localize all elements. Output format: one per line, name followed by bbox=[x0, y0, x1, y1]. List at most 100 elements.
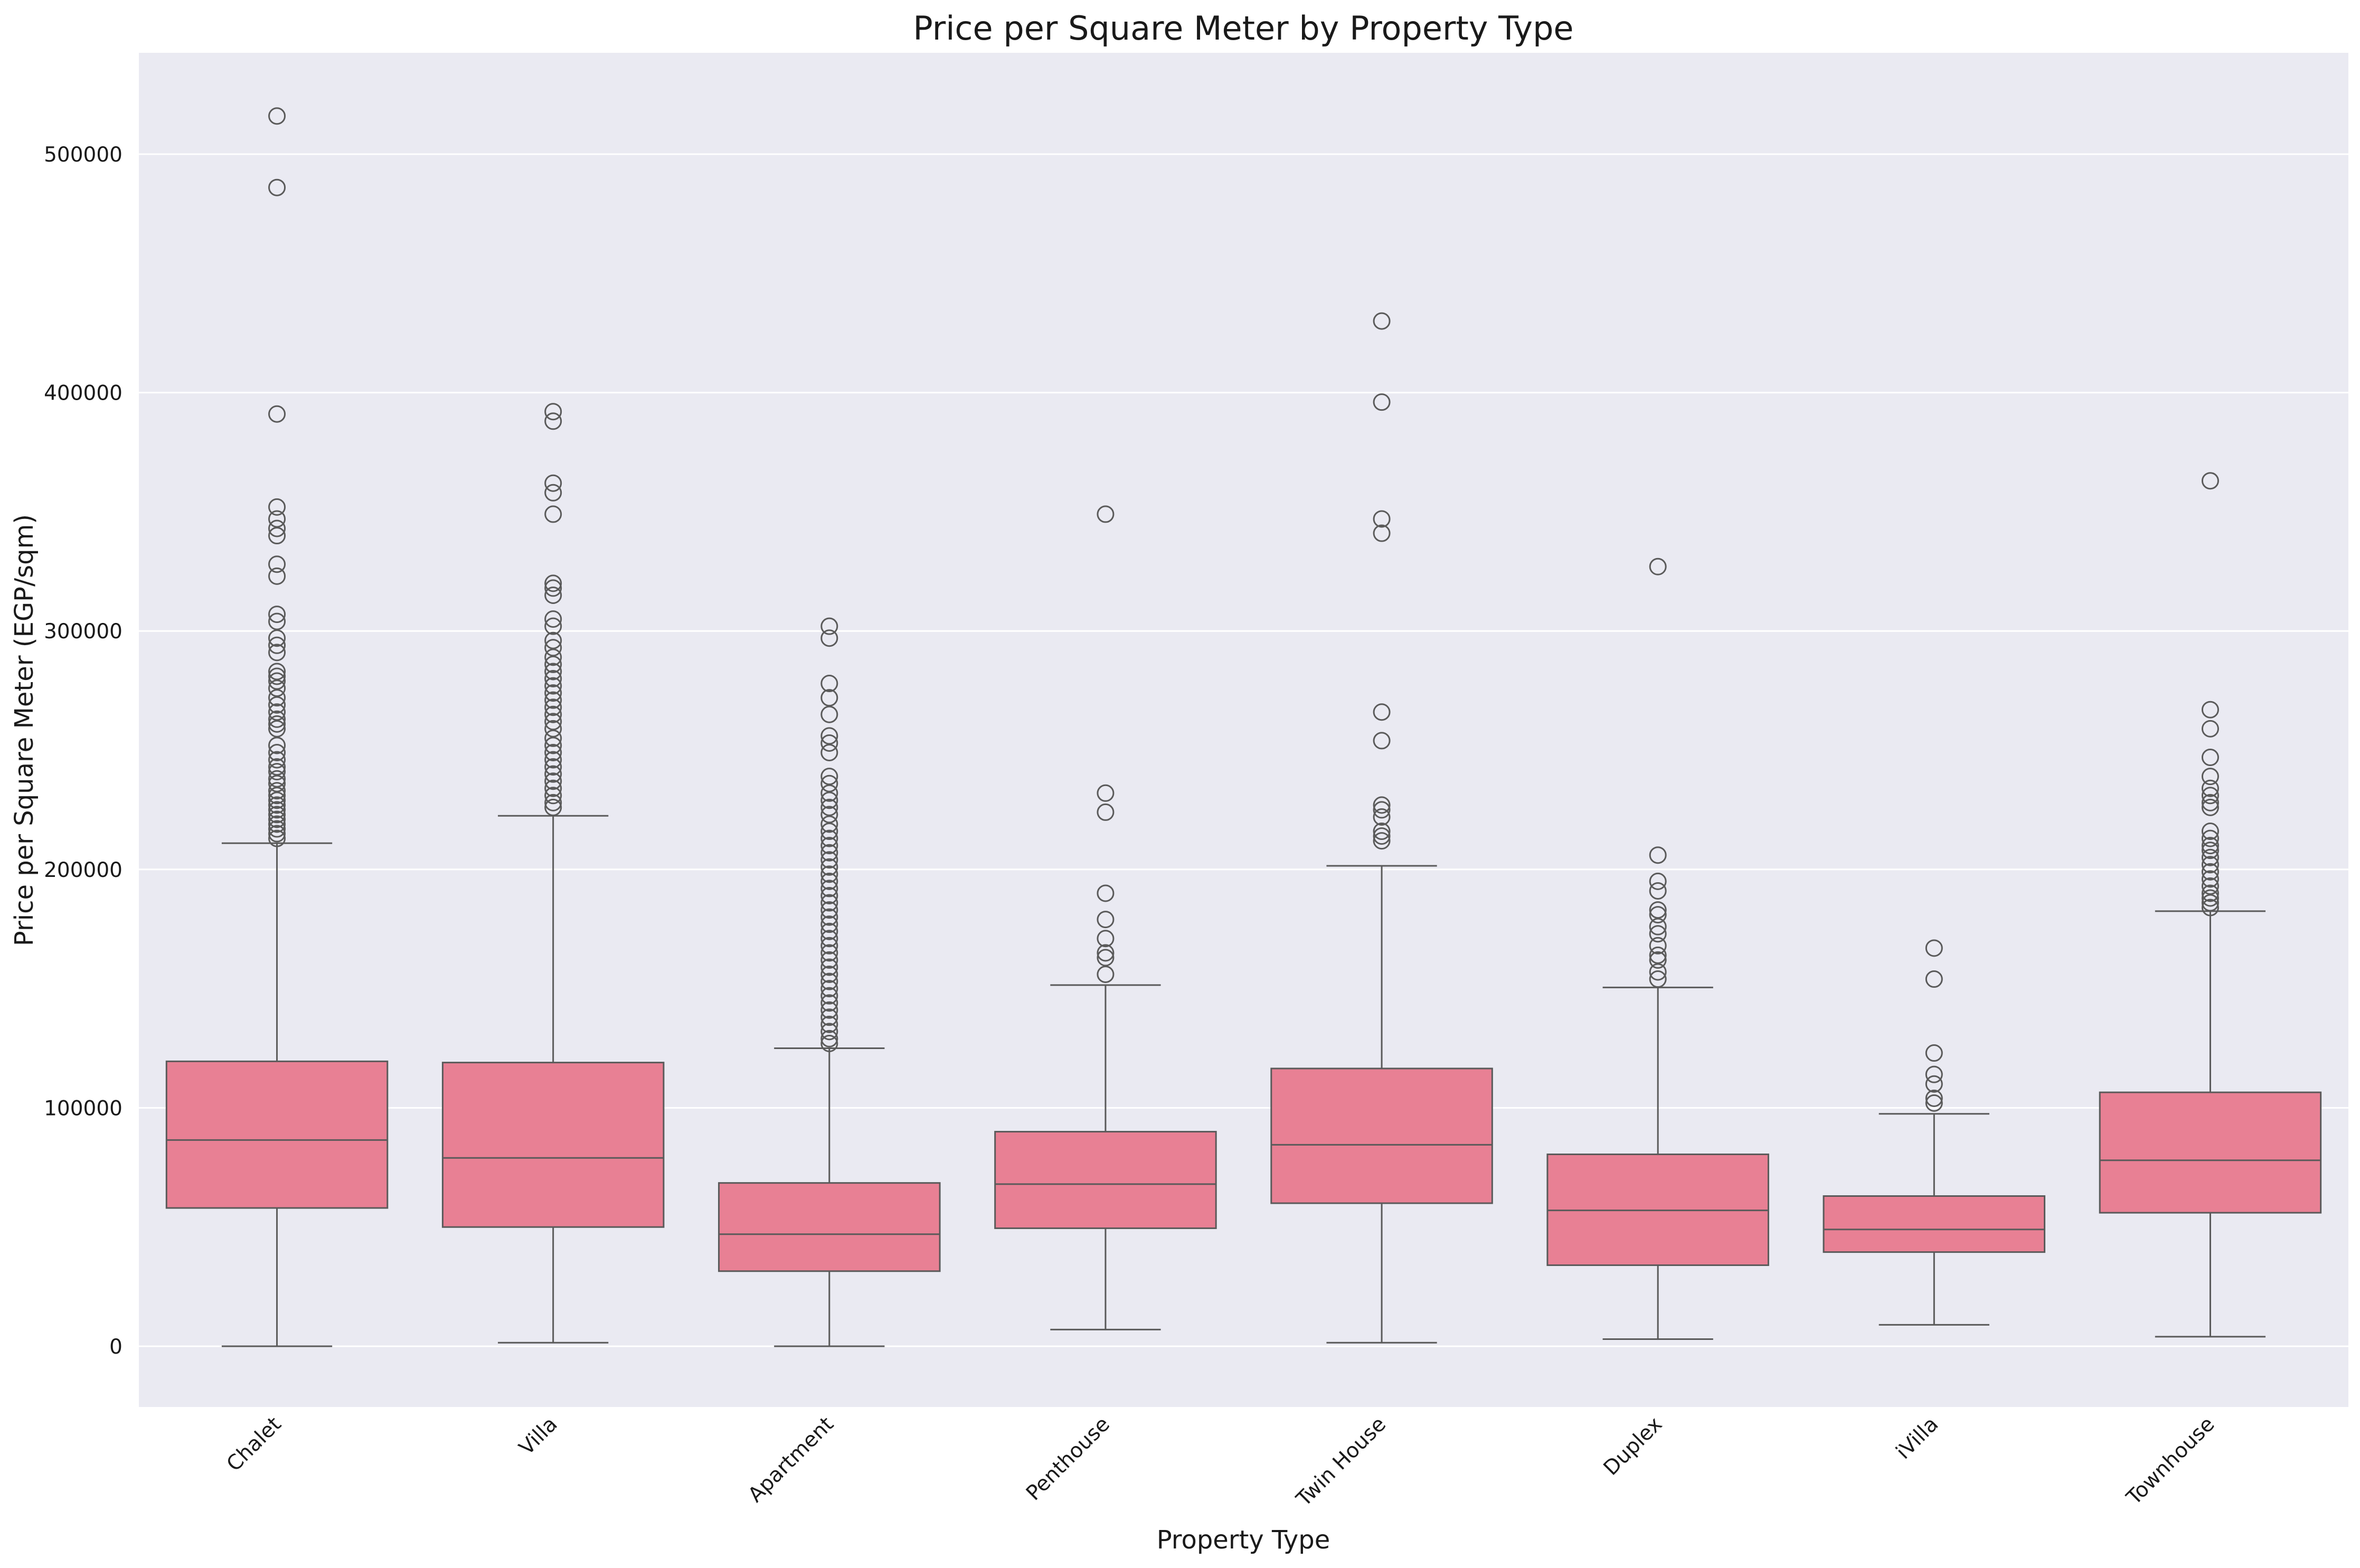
outlier-point bbox=[544, 729, 562, 747]
outlier-point bbox=[2201, 884, 2219, 902]
outlier-point bbox=[544, 586, 562, 604]
y-tick-label: 400000 bbox=[44, 382, 122, 405]
outlier-point bbox=[544, 484, 562, 502]
outlier-point bbox=[1649, 901, 1667, 919]
outlier-point bbox=[544, 631, 562, 649]
box-group bbox=[994, 505, 1217, 1330]
outlier-point bbox=[268, 689, 286, 707]
outlier-point bbox=[544, 412, 562, 430]
outlier-point bbox=[544, 574, 562, 592]
outlier-point bbox=[268, 612, 286, 630]
outlier-point bbox=[820, 629, 838, 647]
outlier-point bbox=[2201, 798, 2219, 816]
outlier-point bbox=[820, 784, 838, 802]
outlier-point bbox=[2201, 829, 2219, 847]
outlier-point bbox=[820, 768, 838, 786]
outlier-point bbox=[1373, 732, 1391, 750]
outlier-point bbox=[820, 922, 838, 940]
outlier-point bbox=[820, 886, 838, 904]
outlier-point bbox=[544, 720, 562, 738]
outlier-point bbox=[544, 505, 562, 523]
y-tick-label: 100000 bbox=[44, 1097, 122, 1120]
outlier-point bbox=[820, 865, 838, 883]
outlier-point bbox=[820, 937, 838, 955]
outlier-point bbox=[544, 663, 562, 681]
outlier-point bbox=[268, 820, 286, 838]
outlier-point bbox=[2201, 856, 2219, 874]
outlier-point bbox=[820, 774, 838, 792]
y-axis-label: Price per Square Meter (EGP/sqm) bbox=[10, 514, 39, 946]
outlier-point bbox=[820, 915, 838, 933]
outlier-point bbox=[1649, 872, 1667, 890]
outlier-point bbox=[820, 951, 838, 969]
outlier-point bbox=[2201, 899, 2219, 917]
outlier-point bbox=[544, 655, 562, 673]
iqr-box bbox=[1823, 1195, 2046, 1253]
outlier-point bbox=[820, 880, 838, 898]
outlier-point bbox=[820, 734, 838, 752]
outlier-point bbox=[820, 1015, 838, 1033]
outlier-point bbox=[1373, 823, 1391, 840]
box-group bbox=[718, 617, 941, 1347]
outlier-point bbox=[2201, 768, 2219, 786]
outlier-point bbox=[2201, 877, 2219, 895]
outlier-point bbox=[1097, 966, 1115, 984]
outlier-point bbox=[544, 698, 562, 716]
outlier-point bbox=[544, 639, 562, 657]
outlier-point bbox=[820, 958, 838, 976]
outlier-point bbox=[544, 751, 562, 769]
y-tick-label: 200000 bbox=[44, 858, 122, 882]
outlier-point bbox=[2201, 787, 2219, 805]
outlier-point bbox=[1373, 703, 1391, 721]
outlier-point bbox=[544, 617, 562, 635]
outlier-point bbox=[544, 779, 562, 797]
outlier-point bbox=[268, 791, 286, 809]
outlier-point bbox=[820, 901, 838, 919]
outlier-point bbox=[1097, 930, 1115, 948]
outlier-point bbox=[1925, 1094, 1943, 1112]
outlier-point bbox=[268, 527, 286, 545]
outlier-point bbox=[820, 806, 838, 824]
outlier-point bbox=[2201, 837, 2219, 855]
outlier-point bbox=[1097, 803, 1115, 821]
outlier-point bbox=[820, 675, 838, 693]
outlier-point bbox=[1373, 808, 1391, 826]
outlier-point bbox=[820, 1023, 838, 1041]
outlier-point bbox=[268, 498, 286, 516]
outlier-point bbox=[268, 751, 286, 769]
outlier-point bbox=[820, 858, 838, 876]
iqr-box bbox=[1270, 1068, 1493, 1204]
outlier-point bbox=[1649, 963, 1667, 981]
outlier-point bbox=[544, 579, 562, 597]
outlier-point bbox=[820, 823, 838, 840]
outlier-point bbox=[1373, 801, 1391, 819]
outlier-point bbox=[1925, 1065, 1943, 1083]
outlier-point bbox=[268, 679, 286, 697]
outlier-point bbox=[544, 772, 562, 790]
outlier-point bbox=[2201, 749, 2219, 767]
outlier-point bbox=[268, 787, 286, 805]
outlier-point bbox=[1925, 1044, 1943, 1062]
outlier-point bbox=[544, 684, 562, 702]
grid-lines bbox=[139, 153, 2348, 1347]
box-group bbox=[2099, 472, 2322, 1338]
outlier-point bbox=[1097, 944, 1115, 962]
outlier-point bbox=[1373, 832, 1391, 850]
outlier-point bbox=[1649, 970, 1667, 988]
outlier-point bbox=[1097, 949, 1115, 967]
outlier-point bbox=[1925, 1075, 1943, 1093]
outlier-point bbox=[1649, 558, 1667, 575]
iqr-box bbox=[718, 1182, 941, 1272]
iqr-box bbox=[165, 1060, 389, 1209]
outlier-point bbox=[268, 782, 286, 800]
outlier-point bbox=[544, 765, 562, 783]
outlier-point bbox=[2201, 863, 2219, 881]
outlier-point bbox=[268, 178, 286, 196]
outlier-point bbox=[544, 670, 562, 688]
outlier-point bbox=[544, 474, 562, 492]
outlier-point bbox=[1649, 946, 1667, 964]
outlier-point bbox=[268, 107, 286, 125]
outlier-point bbox=[820, 829, 838, 847]
outlier-point bbox=[1649, 918, 1667, 936]
outlier-point bbox=[1097, 784, 1115, 802]
